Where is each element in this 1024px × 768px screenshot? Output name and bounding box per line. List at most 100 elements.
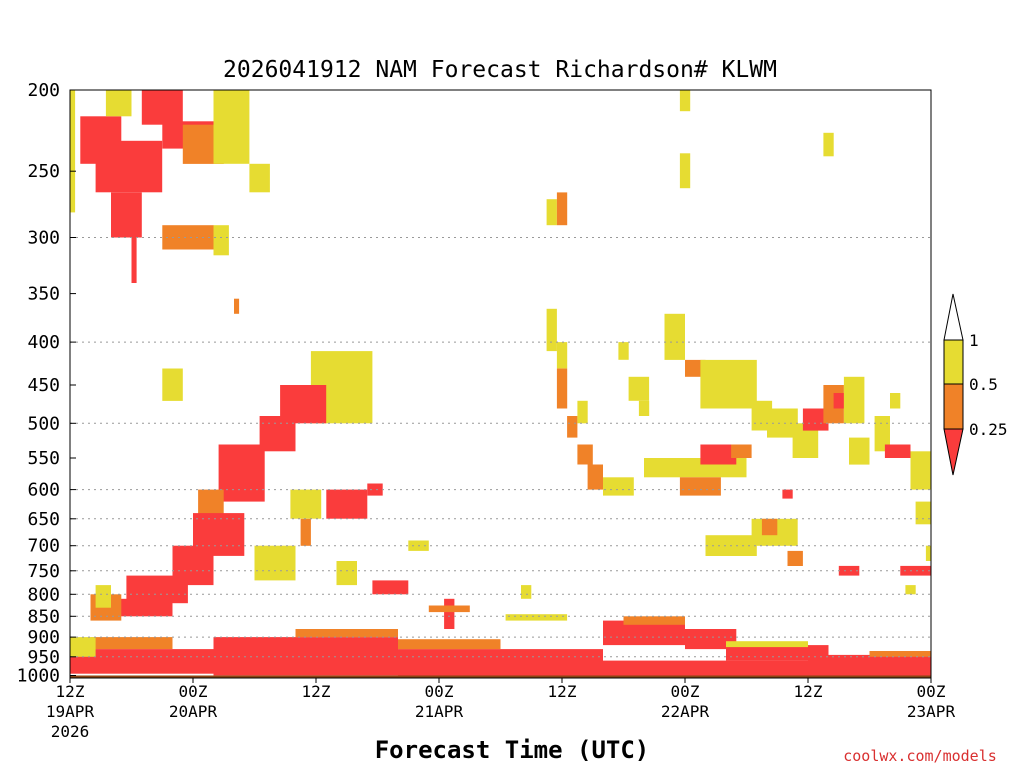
y-tick-label-250: 250	[27, 161, 60, 182]
ri-cell-high-93	[70, 637, 96, 657]
ri-cell-low-76	[884, 444, 911, 458]
ri-cell-high-51	[603, 477, 634, 496]
y-tick-label-550: 550	[27, 448, 60, 469]
ri-cell-low-98	[603, 660, 931, 677]
plot-frame	[69, 89, 932, 679]
ri-cell-high-54	[638, 400, 650, 416]
ri-cell-high-9	[249, 163, 270, 193]
y-tick-label-500: 500	[27, 413, 60, 434]
x-tick-time-24: 12Z	[302, 682, 331, 701]
ri-cell-high-39	[546, 199, 557, 226]
ri-cell-mid-61	[679, 477, 721, 496]
ri-cell-low-80	[900, 565, 932, 576]
y-tick-label-850: 850	[27, 606, 60, 627]
ri-cell-mid-45	[556, 368, 568, 409]
y-tick-label-300: 300	[27, 228, 60, 249]
ri-cell-high-88	[726, 641, 808, 648]
ri-cell-mid-85	[623, 616, 685, 625]
ri-cell-high-0	[70, 90, 76, 213]
ri-cell-high-28	[290, 489, 322, 519]
colorbar-bin-white	[943, 293, 964, 341]
ri-cell-mid-49	[587, 464, 603, 490]
ri-cell-mid-13	[234, 298, 240, 314]
ri-cell-mid-63	[731, 444, 752, 458]
ri-cell-high-44	[546, 308, 557, 352]
ri-cell-high-79	[890, 393, 901, 409]
colorbar-legend: 1 0.5 0.25	[943, 293, 1008, 476]
ri-cell-low-27	[326, 489, 368, 519]
ri-cell-low-23	[126, 575, 188, 604]
ri-cell-low-82	[838, 565, 860, 576]
ri-cell-high-57	[700, 359, 757, 409]
y-tick-label-700: 700	[27, 536, 60, 557]
ri-cell-low-67	[782, 489, 793, 499]
ri-cell-low-12	[131, 237, 137, 283]
y-tick-label-900: 900	[27, 627, 60, 648]
ri-cell-low-24	[105, 598, 173, 617]
ri-cell-high-43	[823, 132, 834, 157]
ri-cell-high-83	[905, 585, 916, 595]
ri-cell-high-74	[849, 437, 870, 465]
ri-cell-high-30	[254, 545, 296, 581]
ri-cell-high-38	[521, 585, 532, 599]
ri-cell-mid-29	[300, 518, 311, 546]
x-tick-time-36: 00Z	[425, 682, 454, 701]
ri-cell-high-52	[618, 342, 629, 360]
ri-cell-low-96	[398, 649, 603, 676]
y-tick-label-200: 200	[27, 80, 60, 101]
ri-cell-high-75	[874, 416, 890, 452]
y-tick-label-600: 600	[27, 480, 60, 501]
ri-cell-low-72	[833, 393, 844, 409]
y-tick-label-450: 450	[27, 375, 60, 396]
ri-cell-low-17	[259, 416, 296, 452]
x-tick-year-0: 2026	[51, 722, 90, 741]
plot-area	[70, 90, 932, 678]
ri-cell-mid-36	[428, 605, 470, 613]
ri-cell-mid-95	[295, 629, 398, 638]
colorbar-bin-orange	[943, 383, 964, 430]
ri-cell-low-3	[95, 140, 163, 193]
y-tick-label-750: 750	[27, 561, 60, 582]
ri-cell-mid-56	[685, 359, 706, 377]
ri-cell-high-53	[628, 376, 650, 401]
y-tick-label-950: 950	[27, 647, 60, 668]
x-tick-time-72: 12Z	[794, 682, 823, 701]
ri-cell-high-41	[679, 90, 691, 112]
ri-cell-high-37	[505, 614, 568, 621]
ri-cell-high-81	[925, 545, 931, 561]
ri-cell-high-11	[213, 225, 229, 256]
ri-cell-low-5	[141, 90, 183, 125]
ri-cell-high-2	[105, 90, 132, 117]
credit-link[interactable]: coolwx.com/models	[843, 747, 997, 765]
colorbar-label-0.5: 0.5	[969, 375, 998, 394]
x-tick-date-36: 21APR	[415, 702, 464, 721]
ri-cell-low-33	[372, 580, 409, 595]
x-tick-time-84: 00Z	[917, 682, 946, 701]
ri-cell-low-4	[111, 192, 142, 238]
ri-cell-low-18	[218, 444, 265, 502]
ri-cell-high-46	[556, 342, 568, 369]
ri-cell-mid-48	[577, 444, 593, 465]
x-tick-time-60: 00Z	[671, 682, 700, 701]
y-tick-label-350: 350	[27, 284, 60, 305]
ri-cell-high-77	[910, 451, 931, 490]
ri-cell-low-70	[802, 408, 829, 431]
ri-cell-high-32	[336, 561, 357, 586]
x-tick-date-12: 20APR	[169, 702, 218, 721]
ri-cell-high-50	[577, 400, 588, 424]
ri-cell-high-8	[213, 90, 250, 164]
colorbar-bin-red	[943, 428, 964, 476]
ri-cell-low-35	[444, 598, 455, 629]
x-tick-date-60: 22APR	[661, 702, 710, 721]
ri-cell-mid-40	[556, 192, 568, 226]
ri-cell-mid-10	[162, 225, 214, 250]
ri-cell-mid-47	[567, 416, 578, 438]
ri-cell-mid-90	[869, 651, 931, 657]
x-tick-date-0: 19APR	[46, 702, 95, 721]
x-tick-time-12: 00Z	[179, 682, 208, 701]
colorbar-label-0.25: 0.25	[969, 420, 1008, 439]
ri-cell-mid-66	[761, 518, 778, 536]
ri-cell-mid-97	[398, 639, 501, 650]
